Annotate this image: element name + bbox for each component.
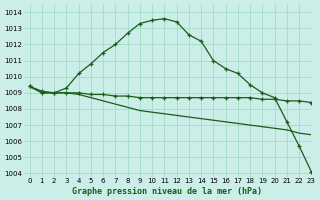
- X-axis label: Graphe pression niveau de la mer (hPa): Graphe pression niveau de la mer (hPa): [72, 187, 262, 196]
